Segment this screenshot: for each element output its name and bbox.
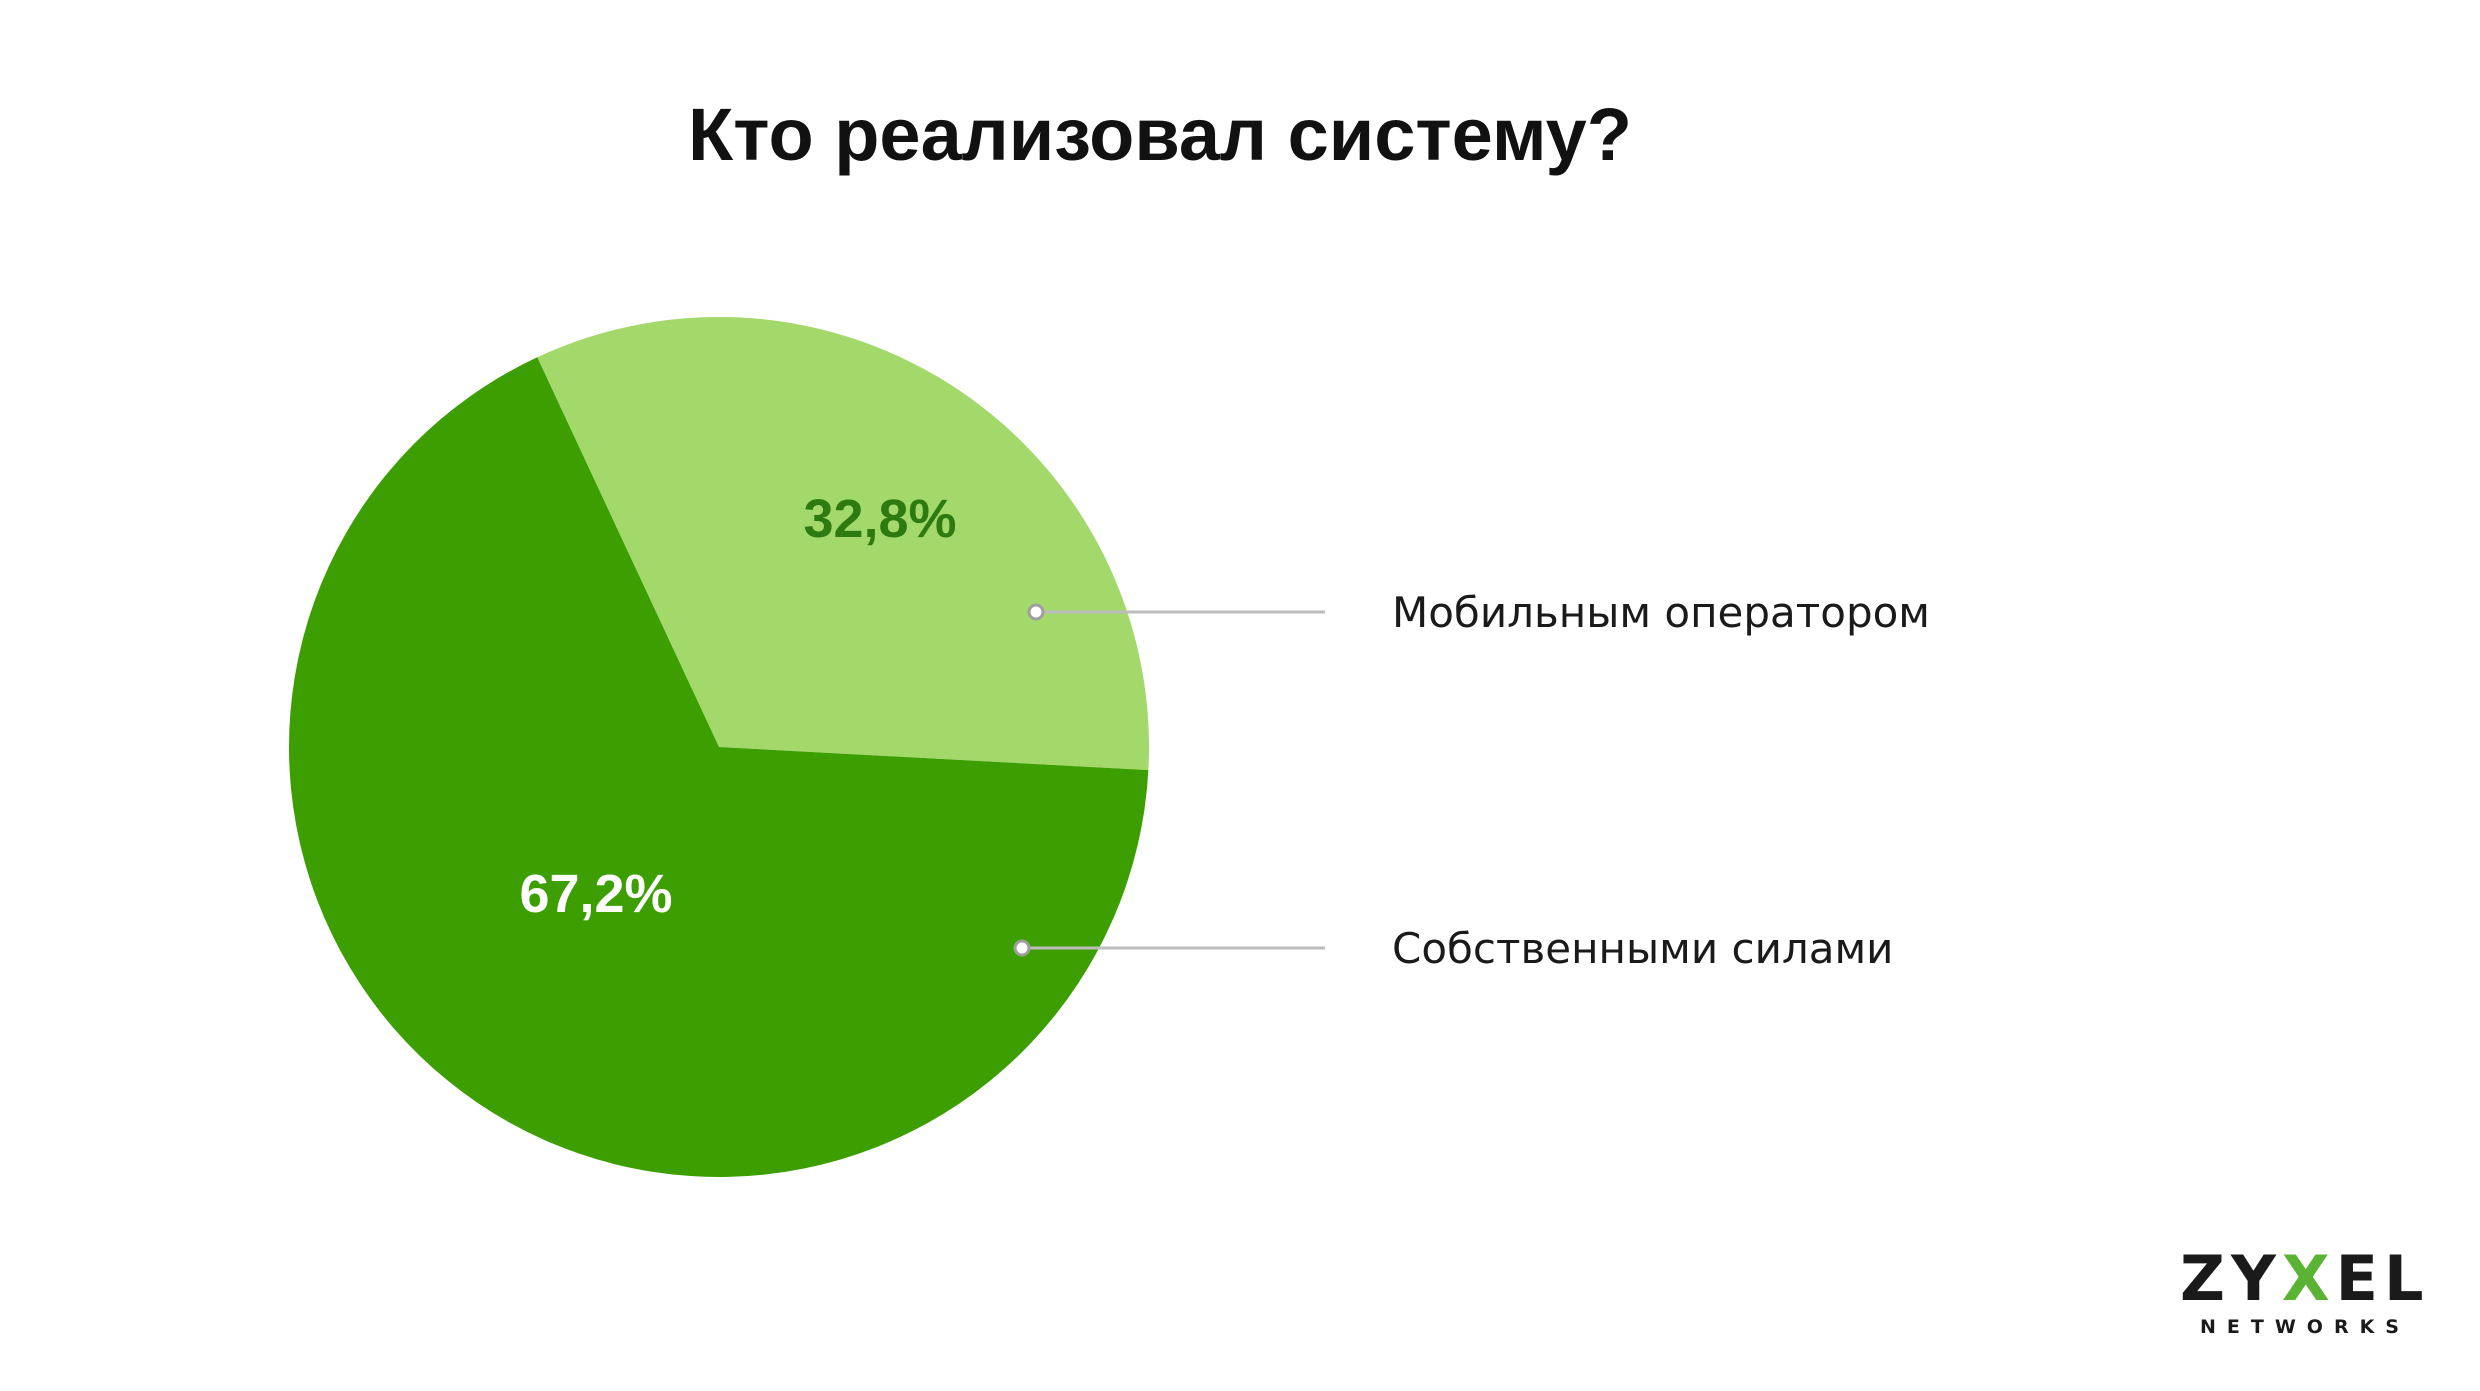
legend: Мобильным оператором Собственными силами	[1013, 588, 1930, 973]
legend-label: Собственными силами	[1392, 924, 1893, 973]
pie-slice-1	[537, 316, 1149, 771]
legend-marker	[1027, 603, 1045, 621]
logo-subtitle: NETWORKS	[2200, 1316, 2410, 1338]
slice-value-label: 67,2%	[519, 864, 672, 924]
legend-marker	[1013, 939, 1031, 957]
legend-label: Мобильным оператором	[1392, 588, 1930, 637]
pie-slices	[289, 316, 1149, 1177]
pie-slice-2	[289, 357, 1149, 1177]
pie-value-labels: 32,8% 67,2%	[519, 489, 956, 924]
logo-wordmark: ZYXEL	[2180, 1242, 2430, 1315]
zyxel-logo: ZYXEL NETWORKS	[2180, 1242, 2430, 1339]
chart-title: Кто реализовал систему?	[688, 93, 1632, 176]
slice-value-label: 32,8%	[803, 489, 956, 549]
